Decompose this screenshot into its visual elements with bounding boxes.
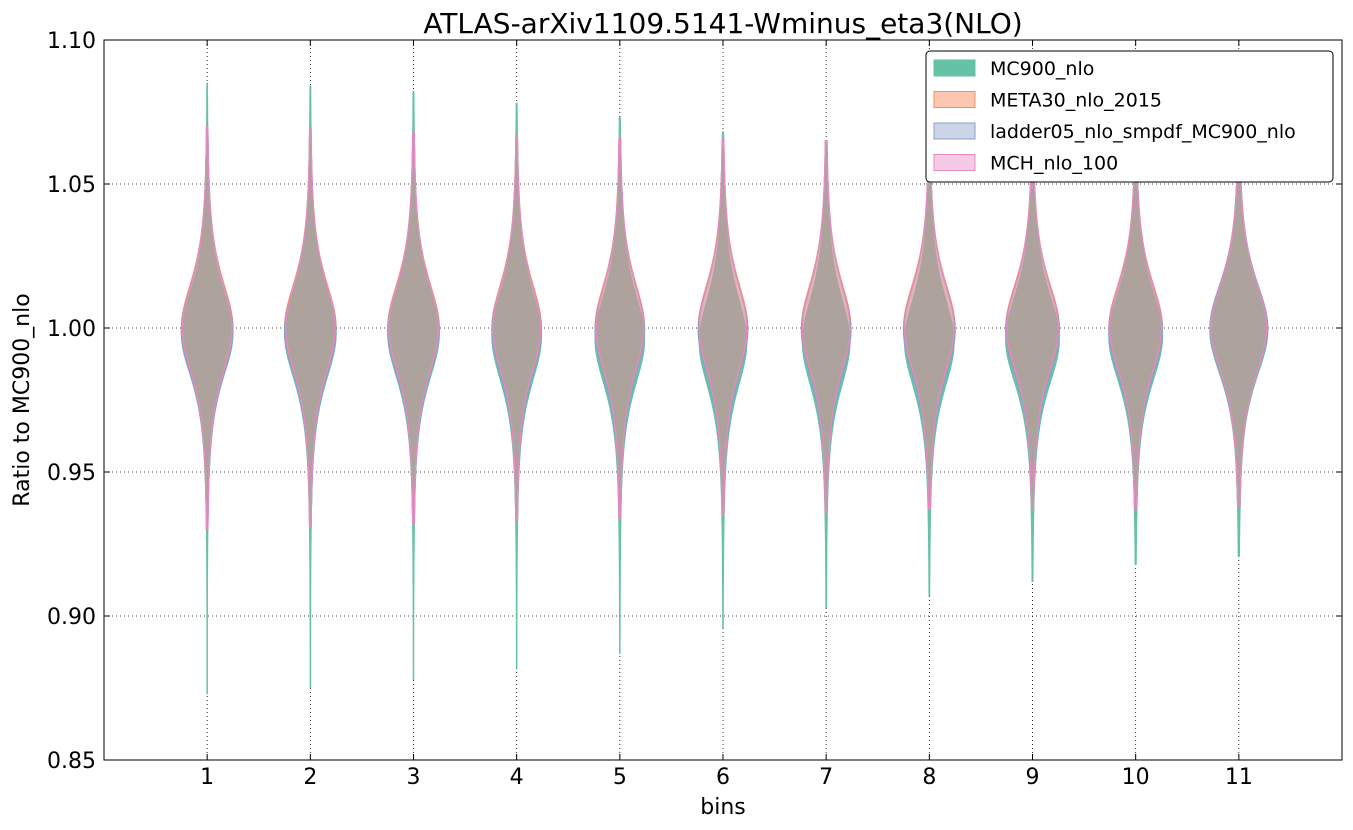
legend-swatch: [933, 122, 976, 140]
x-tick-label: 8: [922, 765, 936, 790]
x-tick-label: 10: [1122, 765, 1150, 790]
legend-entry-label: MC900_nlo: [990, 58, 1094, 80]
violins: [180, 82, 1269, 695]
violin-body: [1109, 140, 1163, 511]
legend-swatch: [933, 154, 976, 171]
violin-body: [1210, 140, 1268, 508]
violin-series-4: [181, 125, 1268, 531]
legend-entry-label: ladder05_nlo_smpdf_MC900_nlo: [990, 121, 1296, 143]
violin-body: [801, 140, 851, 513]
x-tick-label: 6: [716, 765, 730, 790]
violin-body: [284, 128, 336, 528]
legend-frame: [925, 50, 1334, 183]
chart-title: ATLAS-arXiv1109.5141-Wminus_eta3(NLO): [423, 7, 1022, 40]
x-axis-label: bins: [700, 795, 745, 820]
axis-ticks: 0.85 0.90 0.95 1.00 1.05 1.10 1 2 3 4 5 6 7 8 9 10 11: [47, 29, 1342, 790]
x-tick-label: 7: [819, 765, 833, 790]
y-tick-label: 0.95: [47, 461, 96, 486]
y-tick-label: 1.00: [47, 317, 96, 342]
x-tick-label: 3: [407, 765, 421, 790]
legend-entry-label: MCH_nlo_100: [990, 153, 1118, 175]
x-tick-label: 1: [200, 765, 214, 790]
legend-swatch: [933, 91, 976, 108]
violin-body: [181, 125, 233, 531]
violin-body: [492, 134, 541, 522]
x-tick-label: 4: [510, 765, 524, 790]
y-axis-label: Ratio to MC900_nlo: [10, 293, 35, 506]
x-tick-label: 9: [1026, 765, 1040, 790]
violin-body: [903, 140, 955, 511]
legend-swatch: [933, 59, 976, 77]
violin-body: [698, 137, 748, 516]
legend: MC900_nlo META30_nlo_2015 ladder05_nlo_smp…: [925, 50, 1334, 183]
legend-entry-label: META30_nlo_2015: [990, 90, 1162, 112]
x-tick-label: 5: [613, 765, 627, 790]
x-tick-label: 2: [303, 765, 317, 790]
y-tick-label: 0.85: [47, 749, 96, 774]
y-tick-label: 1.05: [47, 173, 96, 198]
y-tick-label: 1.10: [47, 29, 96, 54]
violin-body: [388, 131, 439, 525]
x-tick-label: 11: [1225, 765, 1253, 790]
y-tick-label: 0.90: [47, 605, 96, 630]
violin-body: [595, 137, 645, 519]
violin-body: [1006, 140, 1059, 511]
